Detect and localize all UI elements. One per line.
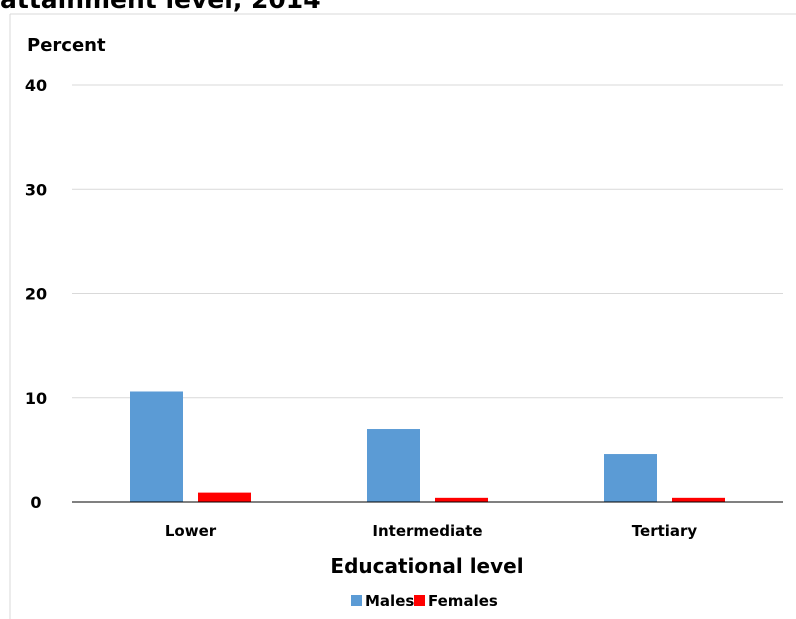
legend-label-females: Females — [428, 592, 498, 610]
bars — [130, 391, 725, 502]
bar-females-tertiary — [672, 497, 725, 502]
legend-swatch-females — [414, 595, 425, 606]
y-tick-labels: 0 10 20 30 40 — [25, 76, 47, 512]
legend-swatch-males — [351, 595, 362, 606]
y-tick-label: 20 — [25, 285, 47, 304]
legend: Males Females — [351, 592, 498, 610]
x-tick-label: Intermediate — [372, 522, 482, 540]
gridlines — [72, 84, 783, 399]
y-axis-label: Percent — [27, 35, 106, 56]
x-tick-labels: Lower Intermediate Tertiary — [165, 522, 698, 540]
x-tick-label: Tertiary — [632, 522, 698, 540]
bar-males-tertiary — [604, 454, 657, 502]
bar-males-intermediate — [367, 429, 420, 502]
bar-females-intermediate — [435, 497, 488, 502]
y-tick-label: 40 — [25, 76, 47, 95]
x-axis-label: Educational level — [330, 554, 523, 578]
y-tick-label: 30 — [25, 180, 47, 199]
bar-females-lower — [198, 492, 251, 502]
legend-label-males: Males — [365, 592, 414, 610]
y-tick-label: 0 — [30, 493, 41, 512]
chart-title: attainment level, 2014 — [0, 0, 321, 14]
bar-males-lower — [130, 391, 183, 502]
y-tick-label: 10 — [25, 389, 47, 408]
x-tick-label: Lower — [165, 522, 217, 540]
